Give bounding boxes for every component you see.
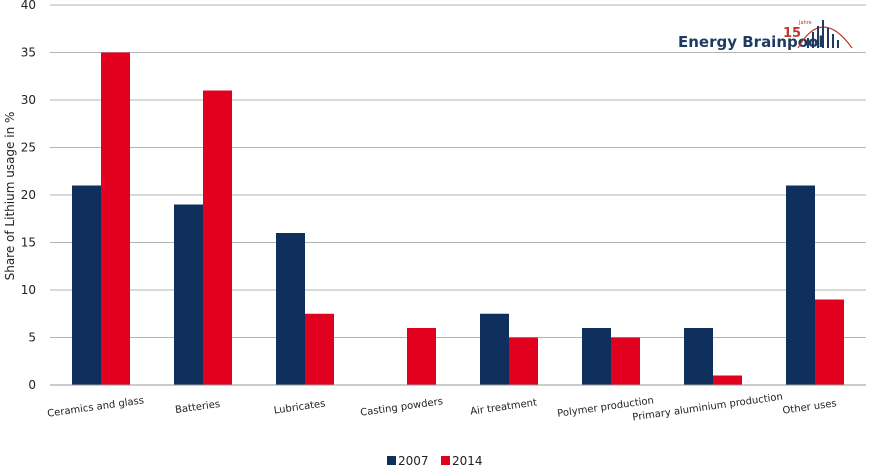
bar-2014 (713, 375, 742, 385)
legend-swatch-2014 (441, 456, 450, 465)
legend-label-2007: 2007 (398, 454, 429, 468)
y-tick-label: 0 (28, 378, 36, 392)
bar-2007 (582, 328, 611, 385)
legend-swatch-2007 (387, 456, 396, 465)
bar-2014 (815, 299, 844, 385)
y-tick-label: 40 (21, 0, 36, 12)
y-axis-ticks: 0 5 10 15 20 25 30 35 40 (21, 0, 36, 392)
y-axis-label: Share of Lithium usage in % (3, 112, 17, 281)
legend-label-2014: 2014 (452, 454, 483, 468)
y-tick-label: 10 (21, 283, 36, 297)
logo-text: Energy Brainpool (678, 33, 824, 51)
bar-2014 (509, 337, 538, 385)
signal-bars-icon (797, 20, 853, 49)
y-tick-label: 15 (21, 236, 36, 250)
y-tick-label: 20 (21, 188, 36, 202)
x-axis-categories: Ceramics and glass Batteries Lubricates Cas… (47, 392, 838, 424)
bars (72, 52, 844, 385)
y-tick-label: 35 (21, 46, 36, 60)
gridlines (50, 4, 866, 338)
x-category-label: Ceramics and glass (47, 395, 145, 419)
y-tick-label: 30 (21, 93, 36, 107)
bar-2014 (203, 90, 232, 385)
x-category-label: Primary aluminium production (632, 392, 784, 424)
x-category-label: Other uses (782, 398, 837, 416)
bar-2007 (480, 313, 509, 385)
bar-2014 (305, 313, 334, 385)
bar-2014 (101, 52, 130, 385)
x-category-label: Batteries (174, 399, 220, 416)
bar-2007 (174, 204, 203, 385)
bar-2007 (276, 233, 305, 385)
bar-2007 (72, 185, 101, 385)
logo-badge-word: Jahre (798, 20, 812, 26)
bar-2014 (407, 328, 436, 385)
y-tick-label: 5 (28, 331, 36, 345)
x-category-label: Casting powders (360, 396, 444, 418)
bar-2007 (786, 185, 815, 385)
x-category-label: Air treatment (470, 397, 538, 417)
x-category-label: Lubricates (273, 398, 326, 416)
bar-2007 (684, 328, 713, 385)
y-tick-label: 25 (21, 141, 36, 155)
bar-2014 (611, 337, 640, 385)
logo-badge-number: 15 (783, 26, 801, 41)
legend: 2007 2014 (387, 454, 483, 468)
energy-brainpool-logo: Energy Brainpool 15 Jahre (678, 20, 853, 51)
